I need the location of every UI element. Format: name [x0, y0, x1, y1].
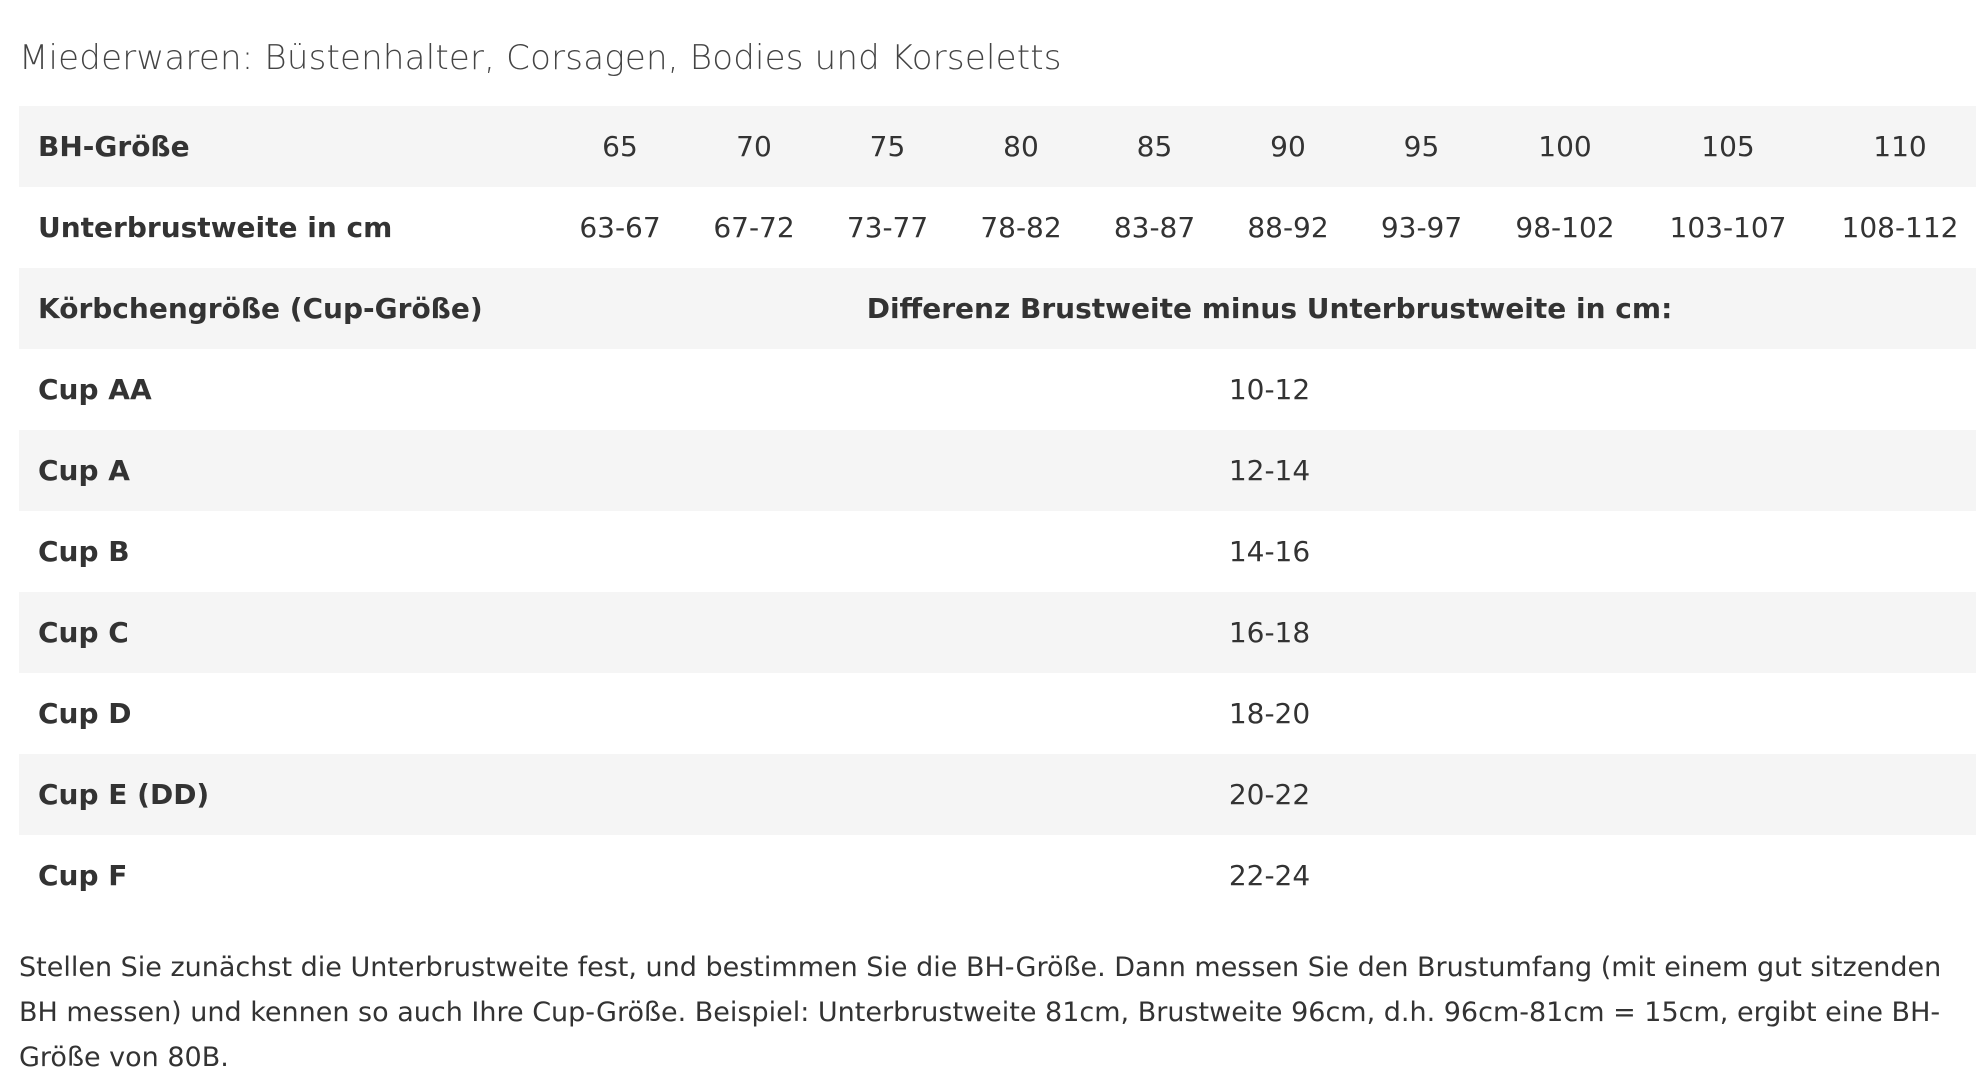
cup-difference-value: 10-12: [553, 349, 1976, 430]
cup-row: Cup C 16-18: [19, 592, 1976, 673]
cup-size-header: Körbchengröße (Cup-Größe): [19, 268, 553, 349]
underbust-cell: 98-102: [1488, 187, 1642, 268]
cup-row: Cup A 12-14: [19, 430, 1976, 511]
underbust-cell: 108-112: [1814, 187, 1976, 268]
bra-size-cell: 80: [954, 106, 1088, 187]
page-content: Miederwaren: Büstenhalter, Corsagen, Bod…: [19, 0, 1976, 1080]
cup-label: Cup F: [19, 835, 553, 916]
cup-difference-value: 14-16: [553, 511, 1976, 592]
cup-label: Cup E (DD): [19, 754, 553, 835]
bra-size-label: BH-Größe: [19, 106, 553, 187]
cup-difference-value: 16-18: [553, 592, 1976, 673]
cup-difference-value: 12-14: [553, 430, 1976, 511]
difference-header: Differenz Brustweite minus Unterbrustwei…: [553, 268, 1976, 349]
cup-label: Cup D: [19, 673, 553, 754]
cup-header-row: Körbchengröße (Cup-Größe) Differenz Brus…: [19, 268, 1976, 349]
cup-label: Cup B: [19, 511, 553, 592]
bra-size-row: BH-Größe 65 70 75 80 85 90 95 100 105 11…: [19, 106, 1976, 187]
bra-size-cell: 70: [687, 106, 821, 187]
bra-size-cell: 65: [553, 106, 687, 187]
cup-row: Cup E (DD) 20-22: [19, 754, 1976, 835]
bra-size-cell: 105: [1642, 106, 1814, 187]
underbust-cell: 78-82: [954, 187, 1088, 268]
underbust-cell: 67-72: [687, 187, 821, 268]
size-table: BH-Größe 65 70 75 80 85 90 95 100 105 11…: [19, 106, 1976, 916]
underbust-cell: 93-97: [1355, 187, 1488, 268]
underbust-cell: 73-77: [821, 187, 954, 268]
page-title: Miederwaren: Büstenhalter, Corsagen, Bod…: [19, 38, 1062, 78]
cup-difference-value: 22-24: [553, 835, 1976, 916]
cup-row: Cup F 22-24: [19, 835, 1976, 916]
underbust-cell: 88-92: [1221, 187, 1355, 268]
cup-row: Cup D 18-20: [19, 673, 1976, 754]
underbust-row: Unterbrustweite in cm 63-67 67-72 73-77 …: [19, 187, 1976, 268]
bra-size-cell: 100: [1488, 106, 1642, 187]
bra-size-cell: 90: [1221, 106, 1355, 187]
underbust-cell: 103-107: [1642, 187, 1814, 268]
cup-label: Cup AA: [19, 349, 553, 430]
bra-size-cell: 85: [1088, 106, 1221, 187]
underbust-cell: 83-87: [1088, 187, 1221, 268]
cup-label: Cup A: [19, 430, 553, 511]
underbust-cell: 63-67: [553, 187, 687, 268]
cup-row: Cup B 14-16: [19, 511, 1976, 592]
bra-size-cell: 110: [1814, 106, 1976, 187]
measurement-instructions: Stellen Sie zunächst die Unterbrustweite…: [19, 952, 1942, 1073]
bra-size-cell: 95: [1355, 106, 1488, 187]
cup-difference-value: 20-22: [553, 754, 1976, 835]
underbust-label: Unterbrustweite in cm: [19, 187, 553, 268]
cup-row: Cup AA 10-12: [19, 349, 1976, 430]
cup-label: Cup C: [19, 592, 553, 673]
cup-difference-value: 18-20: [553, 673, 1976, 754]
bra-size-cell: 75: [821, 106, 954, 187]
